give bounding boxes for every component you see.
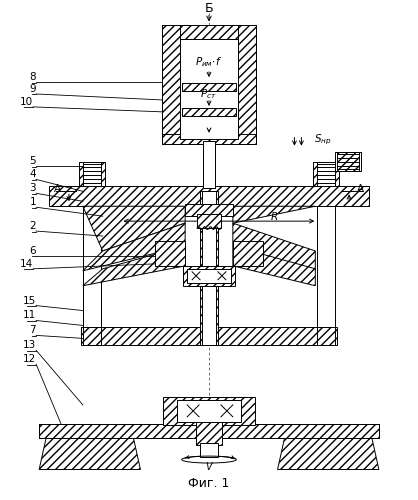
Bar bbox=[203, 140, 215, 188]
Text: 3: 3 bbox=[30, 184, 36, 194]
Bar bbox=[187, 269, 231, 282]
Text: R: R bbox=[271, 212, 278, 222]
Bar bbox=[238, 26, 256, 140]
Text: $S_{нр}$: $S_{нр}$ bbox=[314, 132, 332, 147]
Bar bbox=[39, 424, 379, 438]
Text: 14: 14 bbox=[20, 259, 33, 269]
Polygon shape bbox=[233, 246, 315, 286]
Text: 7: 7 bbox=[30, 326, 36, 336]
Text: 5: 5 bbox=[30, 156, 36, 166]
Polygon shape bbox=[83, 223, 185, 271]
Bar bbox=[183, 266, 235, 285]
Bar bbox=[83, 162, 101, 186]
Text: 10: 10 bbox=[20, 97, 33, 107]
Bar bbox=[162, 134, 256, 143]
Bar bbox=[83, 190, 101, 346]
Bar bbox=[81, 328, 337, 345]
Polygon shape bbox=[39, 425, 140, 470]
Ellipse shape bbox=[182, 456, 236, 463]
Bar bbox=[49, 186, 369, 206]
Bar bbox=[200, 192, 218, 346]
Bar bbox=[200, 442, 218, 456]
Text: V: V bbox=[206, 462, 212, 471]
Bar bbox=[335, 152, 361, 172]
Bar bbox=[317, 162, 335, 186]
Bar bbox=[196, 420, 222, 444]
Bar bbox=[182, 108, 236, 116]
Bar bbox=[162, 26, 180, 140]
Text: Б: Б bbox=[205, 2, 213, 15]
Polygon shape bbox=[233, 206, 315, 223]
Text: 9: 9 bbox=[30, 84, 36, 94]
Text: А: А bbox=[54, 184, 61, 194]
Bar bbox=[202, 192, 216, 346]
Text: 2: 2 bbox=[30, 221, 36, 231]
Polygon shape bbox=[83, 246, 185, 286]
Bar bbox=[337, 152, 359, 172]
Polygon shape bbox=[278, 425, 379, 470]
Polygon shape bbox=[83, 206, 185, 251]
Text: 13: 13 bbox=[23, 340, 36, 350]
Text: А: А bbox=[357, 184, 364, 194]
Text: 15: 15 bbox=[23, 296, 36, 306]
Bar bbox=[185, 204, 233, 216]
Bar bbox=[83, 190, 101, 346]
Text: 12: 12 bbox=[23, 354, 36, 364]
Text: 6: 6 bbox=[30, 246, 36, 256]
Text: 4: 4 bbox=[30, 170, 36, 179]
Bar bbox=[182, 83, 236, 91]
Bar bbox=[155, 241, 185, 266]
Bar bbox=[163, 397, 255, 425]
Polygon shape bbox=[233, 223, 315, 271]
Bar bbox=[162, 26, 256, 40]
Bar bbox=[79, 162, 104, 186]
Bar bbox=[197, 214, 221, 228]
Bar bbox=[314, 162, 339, 186]
Text: Фиг. 1: Фиг. 1 bbox=[189, 477, 229, 490]
Text: $P_{ст}$: $P_{ст}$ bbox=[200, 87, 217, 101]
Bar bbox=[180, 40, 238, 138]
Bar bbox=[233, 241, 263, 266]
Bar bbox=[177, 400, 241, 422]
Text: $P_{им}{\cdot}f$: $P_{им}{\cdot}f$ bbox=[194, 56, 222, 69]
Text: 11: 11 bbox=[23, 310, 36, 320]
Text: 8: 8 bbox=[30, 72, 36, 82]
Text: 1: 1 bbox=[30, 197, 36, 207]
